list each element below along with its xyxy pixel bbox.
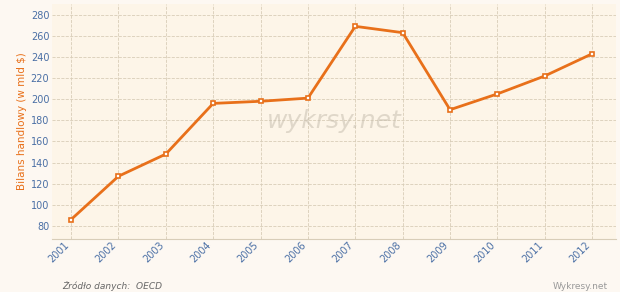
Y-axis label: Bilans handlowy (w mld $): Bilans handlowy (w mld $) — [17, 53, 27, 190]
Text: wykrsy.net: wykrsy.net — [267, 109, 401, 133]
Text: Żródło danych:  OECD: Żródło danych: OECD — [62, 281, 162, 291]
Text: Wykresy.net: Wykresy.net — [552, 281, 608, 291]
